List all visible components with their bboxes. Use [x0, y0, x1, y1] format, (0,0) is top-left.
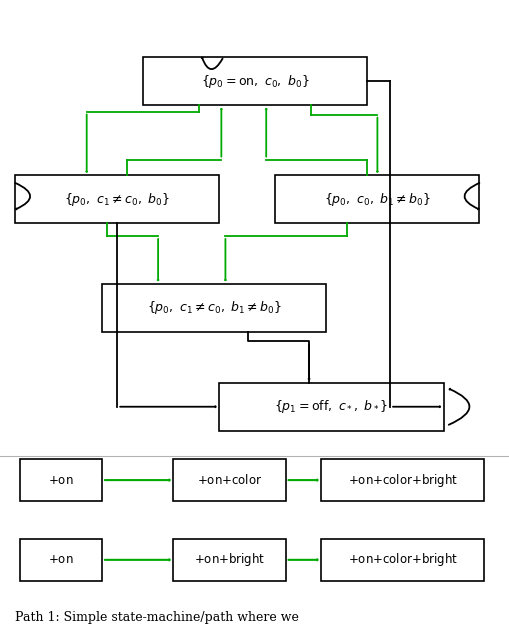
- FancyBboxPatch shape: [15, 175, 219, 223]
- FancyBboxPatch shape: [321, 459, 484, 501]
- Text: Path 1: Simple state-machine/path where we: Path 1: Simple state-machine/path where …: [15, 611, 299, 624]
- Text: $+\mathrm{on}{+}\mathrm{color}{+}\mathrm{bright}$: $+\mathrm{on}{+}\mathrm{color}{+}\mathrm…: [347, 471, 457, 489]
- FancyBboxPatch shape: [102, 284, 326, 332]
- FancyBboxPatch shape: [275, 175, 478, 223]
- Text: $+\mathrm{on}$: $+\mathrm{on}$: [48, 553, 74, 567]
- Text: $\{p_1 = \mathrm{off},\ c_*,\ b_*\}$: $\{p_1 = \mathrm{off},\ c_*,\ b_*\}$: [274, 398, 388, 415]
- Text: $+\mathrm{on}{+}\mathrm{color}{+}\mathrm{bright}$: $+\mathrm{on}{+}\mathrm{color}{+}\mathrm…: [347, 551, 457, 568]
- FancyBboxPatch shape: [20, 539, 102, 581]
- FancyBboxPatch shape: [173, 459, 285, 501]
- Text: $\{p_0,\ c_0,\ b_1 \neq b_0\}$: $\{p_0,\ c_0,\ b_1 \neq b_0\}$: [323, 191, 430, 208]
- FancyBboxPatch shape: [219, 383, 443, 431]
- FancyBboxPatch shape: [20, 459, 102, 501]
- Text: $+\mathrm{on}{+}\mathrm{color}$: $+\mathrm{on}{+}\mathrm{color}$: [196, 473, 262, 487]
- Text: $+\mathrm{on}$: $+\mathrm{on}$: [48, 473, 74, 487]
- Text: $\{p_0,\ c_1 \neq c_0,\ b_0\}$: $\{p_0,\ c_1 \neq c_0,\ b_0\}$: [64, 191, 170, 208]
- Text: $\{p_0 = \mathrm{on},\ c_0,\ b_0\}$: $\{p_0 = \mathrm{on},\ c_0,\ b_0\}$: [200, 73, 309, 90]
- Text: $\{p_0,\ c_1 \neq c_0,\ b_1 \neq b_0\}$: $\{p_0,\ c_1 \neq c_0,\ b_1 \neq b_0\}$: [146, 299, 281, 316]
- FancyBboxPatch shape: [173, 539, 285, 581]
- FancyBboxPatch shape: [143, 57, 366, 105]
- FancyBboxPatch shape: [321, 539, 484, 581]
- Text: $+\mathrm{on}{+}\mathrm{bright}$: $+\mathrm{on}{+}\mathrm{bright}$: [193, 551, 265, 568]
